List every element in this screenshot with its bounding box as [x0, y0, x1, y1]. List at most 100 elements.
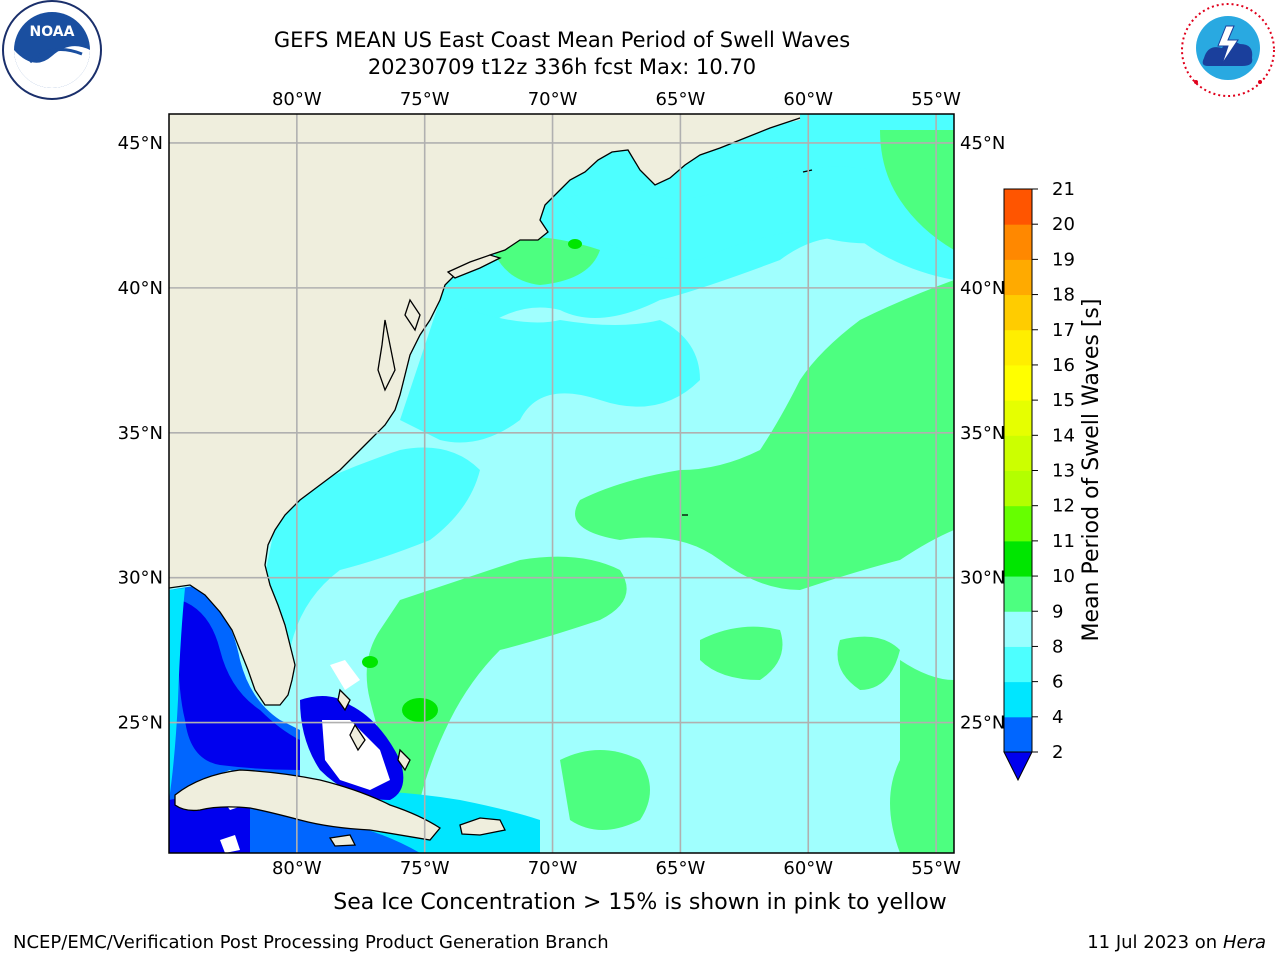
- lat-label-right: 30°N: [960, 568, 1005, 589]
- lat-label-right: 25°N: [960, 713, 1005, 734]
- colorbar-tick-label: 2: [1052, 742, 1063, 763]
- coastline-chesapeake: [377, 319, 396, 392]
- lon-label-bottom: 70°W: [528, 858, 578, 879]
- coastline-bahamas-3: [397, 748, 411, 772]
- map-subtitle: 20230709 t12z 336h fcst Max: 10.70: [367, 55, 757, 79]
- lat-label-left: 35°N: [118, 423, 163, 444]
- colorbar-label: Mean Period of Swell Waves [s]: [1079, 299, 1104, 642]
- lon-label-top: 55°W: [911, 89, 961, 110]
- map-plot-area: [169, 114, 954, 853]
- colorbar-tick-label: 6: [1052, 672, 1063, 693]
- noaa-logo-text: NOAA: [30, 24, 75, 40]
- coastline-cuba: [174, 769, 441, 841]
- colorbar-extend-min: [1003, 751, 1033, 782]
- colorbar-segment: [1004, 224, 1032, 260]
- coastline-hispaniola: [459, 817, 506, 836]
- colorbar-tick-label: 11: [1052, 531, 1075, 552]
- colorbar-segment: [1004, 189, 1032, 225]
- coastline-bahamas-2: [349, 723, 366, 752]
- colorbar-segment: [1004, 681, 1032, 718]
- no-data-bahamas-north: [330, 660, 360, 690]
- colorbar-tick-label: 4: [1052, 707, 1063, 728]
- lat-label-left: 30°N: [118, 568, 163, 589]
- sea-ice-note: Sea Ice Concentration > 15% is shown in …: [333, 890, 947, 915]
- lat-label-left: 45°N: [118, 133, 163, 154]
- colorbar-segment: [1004, 435, 1032, 471]
- footer-timestamp: 11 Jul 2023 on Hera: [1087, 932, 1266, 953]
- lon-label-top: 75°W: [400, 89, 450, 110]
- swell-band-9-10-patch3: [490, 236, 600, 285]
- swell-band-10-11-patch3: [568, 239, 582, 249]
- footer-credit: NCEP/EMC/Verification Post Processing Pr…: [13, 932, 609, 953]
- lat-label-right: 45°N: [960, 133, 1005, 154]
- lat-label-right: 35°N: [960, 423, 1005, 444]
- lon-label-top: 60°W: [783, 89, 833, 110]
- colorbar-tick-label: 10: [1052, 566, 1075, 587]
- lon-label-bottom: 55°W: [911, 858, 961, 879]
- graticule: [169, 114, 954, 853]
- colorbar-segment: [1004, 611, 1032, 647]
- colorbar-segment: [1004, 329, 1032, 366]
- coastline-long-island: [446, 254, 502, 279]
- colorbar-tick-label: 19: [1052, 249, 1075, 270]
- colorbar-tick-label: 15: [1052, 390, 1075, 411]
- colorbar-segment: [1004, 540, 1032, 577]
- colorbar-tick-label: 21: [1052, 179, 1075, 200]
- swell-band-10-11-patch2: [362, 656, 378, 668]
- no-data-caribbean: [220, 835, 240, 853]
- colorbar-segment: [1004, 576, 1032, 612]
- colorbar-segment: [1004, 400, 1032, 436]
- colorbar-tick-label: 17: [1052, 320, 1075, 341]
- colorbar-segment: [1004, 716, 1032, 753]
- lon-label-bottom: 80°W: [272, 858, 322, 879]
- swell-band-6-8-central: [400, 300, 700, 443]
- coastline-bahamas-1: [337, 688, 351, 712]
- swell-band-6-8-midocean: [560, 166, 900, 260]
- axis-labels: 80°W 80°W 75°W 75°W 70°W 70°W 65°W 65°W 60°W 60°W…: [118, 89, 1006, 879]
- land-nova-scotia: [650, 114, 800, 180]
- colorbar-tick-label: 12: [1052, 496, 1075, 517]
- swell-band-9-10-east: [575, 280, 954, 590]
- lon-label-top: 65°W: [656, 89, 706, 110]
- colorbar-segment: [1004, 646, 1032, 683]
- lat-label-right: 40°N: [960, 278, 1005, 299]
- footer-host: Hera: [1222, 932, 1266, 953]
- colorbar-segment: [1004, 364, 1032, 401]
- lon-label-bottom: 60°W: [783, 858, 833, 879]
- colorbar-segment: [1004, 294, 1032, 331]
- lon-label-top: 70°W: [528, 89, 578, 110]
- lat-label-left: 25°N: [118, 713, 163, 734]
- swell-band-9-10-south: [366, 556, 627, 800]
- map-frame: [168, 113, 955, 854]
- colorbar-tick-label: 14: [1052, 425, 1075, 446]
- colorbar-tick-label: 8: [1052, 636, 1063, 657]
- nws-logo: [1179, 1, 1277, 99]
- lon-label-bottom: 75°W: [400, 858, 450, 879]
- map-title: GEFS MEAN US East Coast Mean Period of S…: [273, 28, 851, 52]
- coastline-delaware: [404, 298, 421, 332]
- lat-label-left: 40°N: [118, 278, 163, 299]
- colorbar: 2 4 6 8 9 10 11 12 13 14 15 16 17 18 19 20 21: [1003, 179, 1075, 782]
- noaa-logo: NOAA: [2, 0, 102, 100]
- lon-label-bottom: 65°W: [656, 858, 706, 879]
- lon-label-top: 80°W: [272, 89, 322, 110]
- colorbar-tick-label: 18: [1052, 285, 1075, 306]
- swell-band-9-10-patch2: [837, 636, 900, 690]
- colorbar-tick-label: 20: [1052, 214, 1075, 235]
- coastline-east: [169, 117, 801, 706]
- swell-below-2-gulf: [178, 600, 300, 770]
- colorbar-segment: [1004, 505, 1032, 542]
- swell-band-9-10-patch4: [890, 660, 954, 853]
- swell-band-4-6-gulf-edge: [169, 588, 185, 800]
- swell-band-9-10-patch1: [700, 626, 783, 680]
- colorbar-tick-label: 9: [1052, 601, 1063, 622]
- colorbar-tick-label: 16: [1052, 355, 1075, 376]
- land-north-america: [169, 114, 800, 705]
- colorbar-segment: [1004, 470, 1032, 507]
- colorbar-tick-label: 13: [1052, 461, 1075, 482]
- swell-band-10-11-patch1: [402, 698, 438, 722]
- swell-band-9-10-southeast: [560, 750, 650, 830]
- coastline-jamaica: [328, 834, 357, 847]
- colorbar-segment: [1004, 259, 1032, 296]
